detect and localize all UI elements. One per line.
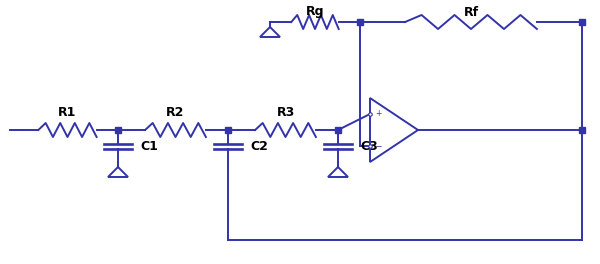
Text: C3: C3 xyxy=(360,140,378,153)
Text: Rg: Rg xyxy=(306,6,324,18)
Text: R1: R1 xyxy=(58,106,77,119)
Text: −: − xyxy=(375,143,382,152)
Text: C1: C1 xyxy=(140,140,158,153)
Text: C2: C2 xyxy=(250,140,268,153)
Text: R2: R2 xyxy=(166,106,185,119)
Text: R3: R3 xyxy=(277,106,295,119)
Text: +: + xyxy=(375,109,382,117)
Text: Rf: Rf xyxy=(463,6,479,18)
